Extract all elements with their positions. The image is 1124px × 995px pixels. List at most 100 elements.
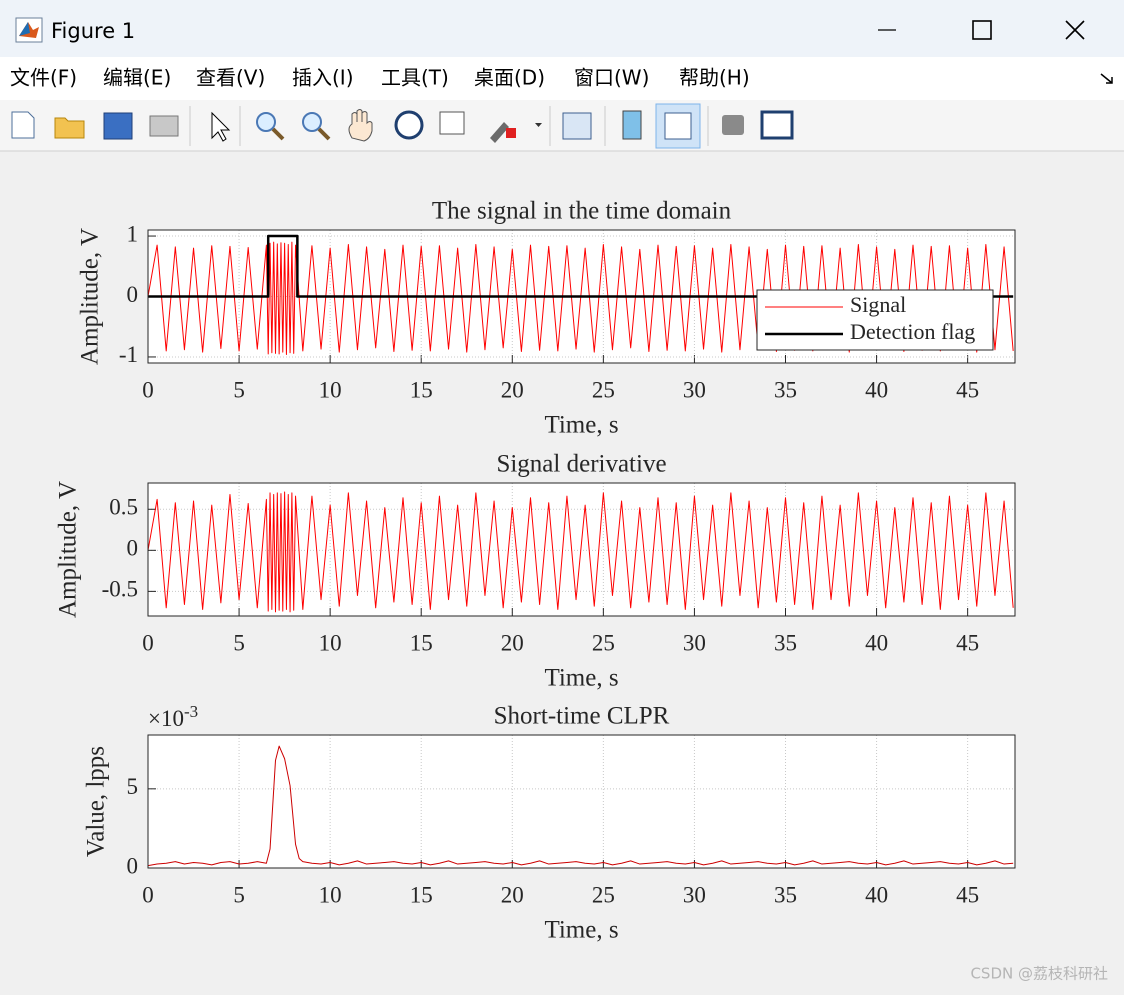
data-line bbox=[148, 745, 1014, 867]
x-tick-label: 30 bbox=[683, 377, 706, 402]
maximize-button[interactable] bbox=[972, 20, 992, 40]
menu-item[interactable]: 插入(I) bbox=[292, 66, 354, 90]
y-tick-label: -0.5 bbox=[102, 577, 138, 602]
window-title: Figure 1 bbox=[51, 19, 135, 43]
chart-title: The signal in the time domain bbox=[432, 198, 732, 225]
x-tick-label: 0 bbox=[142, 630, 154, 655]
pan-icon[interactable] bbox=[348, 109, 373, 142]
app-icon bbox=[15, 17, 43, 43]
pointer-icon[interactable] bbox=[211, 111, 231, 142]
x-tick-label: 30 bbox=[683, 630, 706, 655]
watermark: CSDN @荔枝科研社 bbox=[970, 965, 1108, 983]
menu-item[interactable]: 帮助(H) bbox=[679, 66, 750, 90]
x-tick-label: 10 bbox=[319, 882, 342, 907]
x-tick-label: 35 bbox=[774, 377, 797, 402]
x-tick-label: 20 bbox=[501, 882, 524, 907]
legend-label: Signal bbox=[850, 292, 906, 317]
y-axis-label: Amplitude, V bbox=[77, 228, 104, 365]
plot-lines bbox=[148, 745, 1014, 867]
datatip-icon[interactable] bbox=[439, 111, 465, 135]
subplot: 0 5 10 15 20 25 30 35 40 45 0 5 Short-time CLPR Time,… bbox=[83, 702, 1016, 944]
y-tick-label: 0 bbox=[127, 536, 139, 561]
subplot: 0 5 10 15 20 25 30 35 40 45 -0.5 0 0.5 Signal derivat… bbox=[55, 451, 1016, 692]
new-icon[interactable] bbox=[11, 111, 35, 139]
x-tick-label: 45 bbox=[956, 630, 979, 655]
menu-item[interactable]: 窗口(W) bbox=[574, 66, 649, 90]
save-icon[interactable] bbox=[103, 112, 133, 140]
x-tick-label: 25 bbox=[592, 377, 615, 402]
data-line bbox=[148, 234, 1014, 298]
axes-box bbox=[147, 229, 1016, 364]
x-axis-label: Time, s bbox=[544, 412, 618, 439]
menu-bar bbox=[0, 57, 1124, 100]
brush-icon[interactable] bbox=[490, 122, 509, 143]
dock-icon[interactable] bbox=[760, 110, 794, 140]
x-tick-label: 20 bbox=[501, 630, 524, 655]
data-line bbox=[148, 241, 1014, 356]
x-tick-label: 0 bbox=[142, 377, 154, 402]
x-tick-label: 10 bbox=[319, 630, 342, 655]
x-tick-label: 45 bbox=[956, 882, 979, 907]
rotate-icon[interactable] bbox=[394, 110, 424, 140]
x-tick-label: 5 bbox=[233, 882, 245, 907]
y-axis-label: Amplitude, V bbox=[55, 481, 82, 618]
chart-title: Signal derivative bbox=[496, 451, 666, 478]
link-icon[interactable] bbox=[562, 112, 592, 140]
toolbar-icons bbox=[11, 103, 794, 149]
x-tick-label: 40 bbox=[865, 377, 888, 402]
x-tick-label: 35 bbox=[774, 882, 797, 907]
zoom-out-icon[interactable] bbox=[302, 112, 322, 132]
x-tick-label: 25 bbox=[592, 882, 615, 907]
x-axis-label: Time, s bbox=[544, 917, 618, 944]
data-line bbox=[148, 491, 1014, 613]
x-tick-label: 40 bbox=[865, 882, 888, 907]
x-tick-label: 25 bbox=[592, 630, 615, 655]
y-tick-label: 1 bbox=[127, 221, 139, 246]
y-tick-label: -1 bbox=[119, 342, 138, 367]
x-tick-label: 5 bbox=[233, 630, 245, 655]
x-tick-label: 10 bbox=[319, 377, 342, 402]
hide-tools-icon[interactable] bbox=[722, 115, 744, 135]
plot-lines bbox=[148, 491, 1014, 613]
x-tick-label: 20 bbox=[501, 377, 524, 402]
toolbar bbox=[0, 100, 1124, 151]
menu-item[interactable]: 文件(F) bbox=[10, 66, 77, 90]
menu-item[interactable]: 查看(V) bbox=[196, 66, 265, 90]
axes-box bbox=[147, 482, 1016, 617]
y-tick-label: 0 bbox=[127, 282, 139, 307]
open-icon[interactable] bbox=[54, 117, 85, 139]
close-button[interactable] bbox=[1065, 20, 1085, 40]
x-tick-label: 15 bbox=[410, 882, 433, 907]
multiplier-base: ×10 bbox=[148, 706, 184, 731]
chart-title: Short-time CLPR bbox=[494, 703, 670, 730]
y-tick-label: 5 bbox=[127, 774, 139, 799]
print-icon[interactable] bbox=[149, 115, 179, 137]
menu-item[interactable]: 编辑(E) bbox=[103, 66, 171, 90]
zoom-in-icon[interactable] bbox=[256, 112, 276, 132]
y-multiplier: ×10-3 bbox=[148, 702, 198, 731]
axes-background bbox=[148, 735, 1015, 868]
x-tick-label: 15 bbox=[410, 630, 433, 655]
x-tick-label: 40 bbox=[865, 630, 888, 655]
menu-item[interactable]: 桌面(D) bbox=[474, 66, 545, 90]
x-tick-label: 5 bbox=[233, 377, 245, 402]
x-tick-label: 30 bbox=[683, 882, 706, 907]
menu-item[interactable]: 工具(T) bbox=[381, 66, 449, 90]
legend-box bbox=[756, 289, 994, 351]
menu: 文件(F) 编辑(E) 查看(V) 插入(I) 工具(T) 桌面(D) 窗口(W) 帮助(H) bbox=[10, 66, 750, 90]
y-axis-label: Value, lpps bbox=[83, 746, 110, 857]
x-tick-label: 0 bbox=[142, 882, 154, 907]
y-tick-label: 0 bbox=[127, 853, 139, 878]
colorbar-icon[interactable] bbox=[622, 110, 642, 140]
plot-lines bbox=[148, 234, 1014, 356]
axes-box bbox=[147, 734, 1016, 869]
multiplier-exponent: -3 bbox=[184, 702, 198, 721]
x-axis-label: Time, s bbox=[544, 665, 618, 692]
menu-arrow[interactable] bbox=[1100, 73, 1113, 84]
x-tick-label: 35 bbox=[774, 630, 797, 655]
